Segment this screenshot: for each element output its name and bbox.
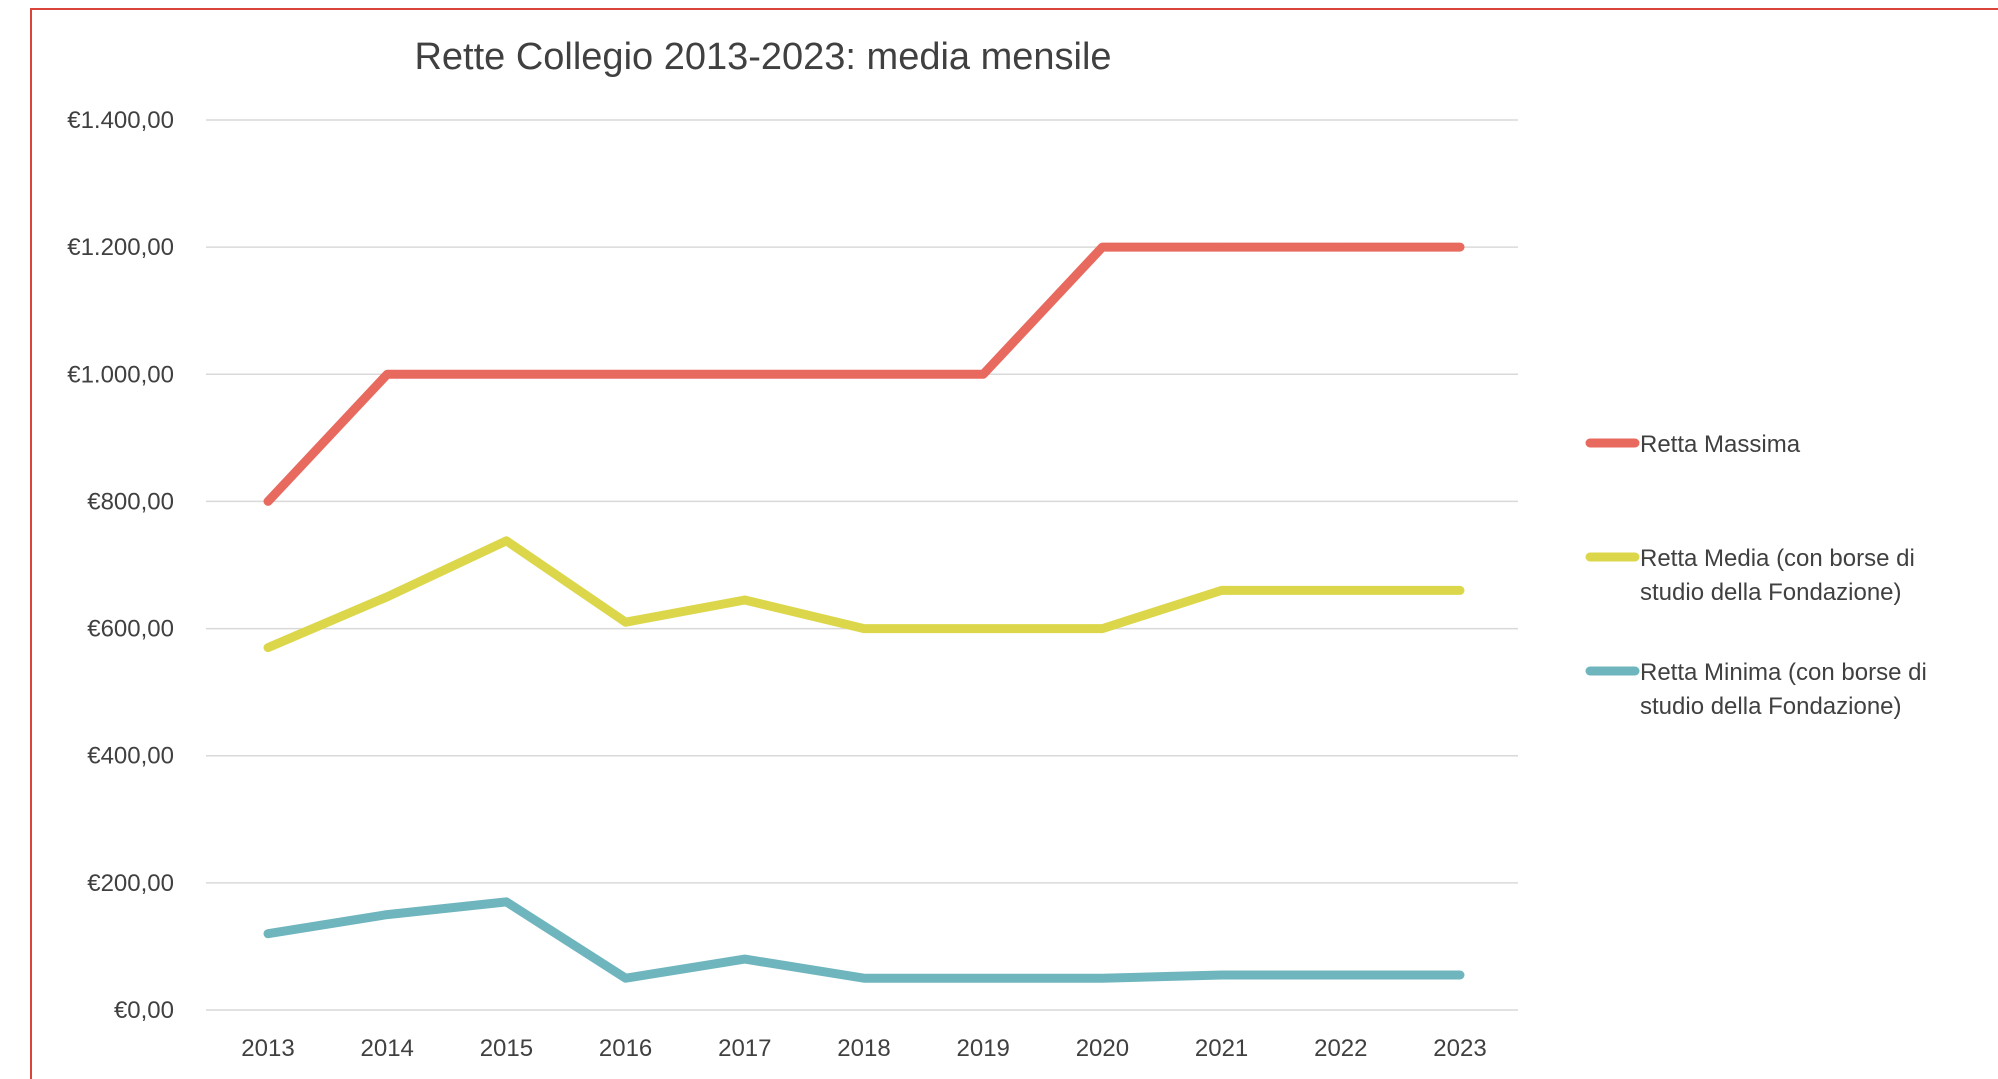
data-point — [625, 373, 627, 375]
data-point — [1459, 974, 1461, 976]
x-tick-label: 2018 — [837, 1035, 890, 1062]
y-tick-label: €200,00 — [87, 870, 174, 897]
series-line-2 — [263, 536, 1465, 653]
legend-label: Retta Massima — [1640, 431, 1801, 458]
legend-label: Retta Media (con borse di — [1640, 545, 1915, 572]
data-point — [1340, 974, 1342, 976]
data-point — [1221, 589, 1223, 591]
legend-item-2: Retta Media (con borse di studio della Fo… — [1585, 545, 1915, 606]
y-tick-label: €1.400,00 — [67, 107, 174, 134]
x-tick-label: 2023 — [1433, 1035, 1486, 1062]
data-point — [1101, 628, 1103, 630]
data-point — [505, 901, 507, 903]
data-point — [982, 373, 984, 375]
data-point — [744, 958, 746, 960]
data-point — [267, 647, 269, 649]
data-point — [386, 596, 388, 598]
data-point — [386, 373, 388, 375]
data-point — [267, 500, 269, 502]
series-lines — [263, 242, 1465, 983]
data-point — [982, 628, 984, 630]
legend-item-1: Retta Massima — [1585, 431, 1801, 458]
data-point — [386, 914, 388, 916]
data-point — [982, 977, 984, 979]
data-point — [505, 540, 507, 542]
y-tick-label: €1.000,00 — [67, 361, 174, 388]
y-tick-label: €800,00 — [87, 488, 174, 515]
legend-label: Retta Minima (con borse di — [1640, 659, 1927, 686]
legend-item-3: Retta Minima (con borse di studio della F… — [1585, 659, 1927, 720]
data-point — [863, 977, 865, 979]
data-point — [863, 373, 865, 375]
data-point — [1340, 246, 1342, 248]
series-line-3 — [263, 897, 1465, 983]
data-point — [1221, 246, 1223, 248]
x-tick-label: 2016 — [599, 1035, 652, 1062]
legend: Retta Massima Retta Media (con borse di st… — [1585, 431, 1927, 720]
y-axis-ticks: €0,00 €200,00 €400,00 €600,00 €800,00 €1.000,… — [67, 107, 174, 1024]
data-point — [863, 628, 865, 630]
data-point — [1340, 589, 1342, 591]
data-point — [1101, 977, 1103, 979]
x-tick-label: 2021 — [1195, 1035, 1248, 1062]
gridlines — [206, 119, 1518, 1011]
data-point — [505, 373, 507, 375]
y-tick-label: €400,00 — [87, 743, 174, 770]
x-tick-label: 2017 — [718, 1035, 771, 1062]
data-point — [744, 599, 746, 601]
data-point — [267, 933, 269, 935]
data-point — [1459, 246, 1461, 248]
x-axis-ticks: 2013 2014 2015 2016 2017 2018 2019 2020 2021 2022… — [241, 1035, 1486, 1062]
x-tick-label: 2014 — [361, 1035, 414, 1062]
chart-frame — [30, 8, 1998, 1079]
x-tick-label: 2019 — [957, 1035, 1010, 1062]
x-tick-label: 2020 — [1076, 1035, 1129, 1062]
data-point — [1101, 246, 1103, 248]
y-tick-label: €0,00 — [114, 997, 174, 1024]
data-point — [1221, 974, 1223, 976]
x-tick-label: 2022 — [1314, 1035, 1367, 1062]
data-point — [1459, 589, 1461, 591]
data-point — [625, 977, 627, 979]
x-tick-label: 2013 — [241, 1035, 294, 1062]
y-tick-label: €600,00 — [87, 616, 174, 643]
chart-title: Rette Collegio 2013-2023: media mensile — [414, 36, 1111, 78]
data-point — [744, 373, 746, 375]
y-tick-label: €1.200,00 — [67, 234, 174, 261]
legend-label: studio della Fondazione) — [1640, 693, 1902, 720]
x-tick-label: 2015 — [480, 1035, 533, 1062]
legend-label: studio della Fondazione) — [1640, 579, 1902, 606]
data-point — [625, 621, 627, 623]
